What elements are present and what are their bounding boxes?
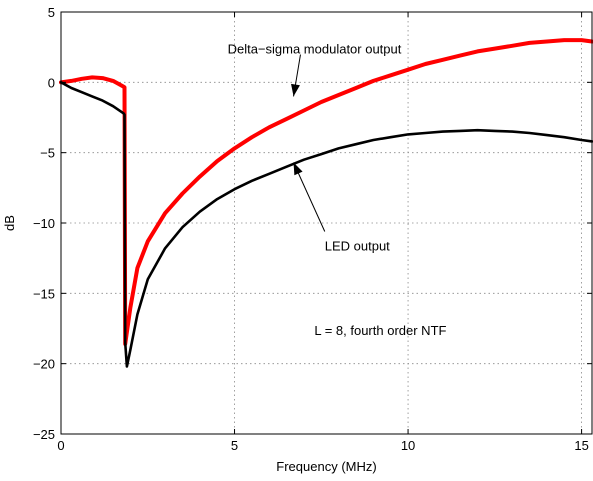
annotation-arrowhead — [291, 83, 300, 97]
y-axis-label: dB — [2, 215, 17, 231]
annotation-arrow-line — [293, 162, 326, 232]
annotation-arrowhead — [293, 162, 303, 176]
grid — [61, 12, 592, 434]
y-tick-label: −25 — [33, 427, 55, 442]
ticks: 0 5 10 15 5 0 −5 −10 −15 −20 −25 — [33, 5, 592, 453]
y-tick-label: 0 — [48, 75, 55, 90]
x-axis-label: Frequency (MHz) — [276, 459, 376, 474]
y-tick-label: 5 — [48, 5, 55, 20]
y-tick-label: −10 — [33, 216, 55, 231]
x-tick-label: 5 — [231, 438, 238, 453]
series-line-1 — [59, 38, 593, 346]
series-line-2 — [59, 81, 593, 368]
y-tick-label: −15 — [33, 286, 55, 301]
x-tick-label: 15 — [574, 438, 588, 453]
annotation-label: LED output — [325, 239, 390, 254]
annotation-label: L = 8, fourth order NTF — [314, 323, 446, 338]
y-tick-label: −20 — [33, 357, 55, 372]
y-tick-label: −5 — [40, 146, 55, 161]
annotation-label: Delta−sigma modulator output — [228, 42, 402, 57]
x-tick-label: 10 — [401, 438, 415, 453]
annotations: Delta−sigma modulator output LED output L … — [228, 42, 447, 338]
series-layer — [59, 38, 593, 368]
x-tick-label: 0 — [57, 438, 64, 453]
